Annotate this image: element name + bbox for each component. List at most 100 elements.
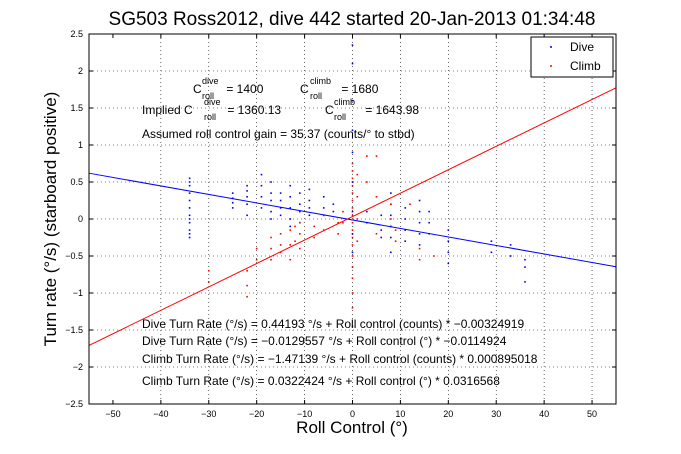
climb-point bbox=[375, 196, 378, 198]
grid-lines bbox=[89, 34, 616, 404]
climb-point bbox=[351, 177, 354, 180]
dive-point bbox=[270, 181, 272, 183]
legend-dive-marker bbox=[550, 46, 552, 48]
climb-point bbox=[418, 247, 421, 250]
implied-climb-value: = 1643.98 bbox=[362, 103, 419, 117]
dive-point bbox=[404, 240, 406, 242]
dive-point bbox=[322, 207, 325, 209]
dive-point bbox=[390, 251, 392, 254]
climb-point bbox=[351, 255, 354, 257]
climb-point bbox=[351, 292, 354, 294]
dive-point bbox=[188, 207, 191, 209]
climb-point bbox=[294, 240, 296, 242]
dive-point bbox=[308, 188, 311, 191]
dive-point bbox=[524, 266, 526, 268]
dive-point bbox=[279, 199, 282, 202]
dive-point bbox=[246, 203, 248, 205]
implied-climb-main: C bbox=[325, 103, 334, 117]
climb-point bbox=[366, 181, 368, 183]
climb-point bbox=[299, 247, 301, 250]
dive-point bbox=[322, 196, 325, 198]
climb-point bbox=[279, 244, 282, 246]
dive-point bbox=[351, 151, 354, 154]
fit-line-text-4: Climb Turn Rate (°/s) = 0.0322424 °/s + … bbox=[142, 374, 500, 388]
dive-point bbox=[351, 44, 354, 46]
dive-point bbox=[188, 233, 191, 235]
dive-point bbox=[380, 229, 383, 231]
dive-point bbox=[188, 214, 191, 217]
dive-point bbox=[188, 218, 191, 220]
dive-point bbox=[289, 196, 292, 198]
climb-point bbox=[351, 229, 354, 231]
climb-point bbox=[351, 221, 354, 224]
dive-point bbox=[188, 236, 191, 239]
dive-point bbox=[390, 214, 392, 217]
dive-point bbox=[332, 203, 335, 205]
climb-point bbox=[313, 236, 315, 239]
climb-point bbox=[351, 236, 354, 239]
x-tick-label: 30 bbox=[491, 409, 501, 419]
roll-coefficient-annotations: Cdive roll = 1400 Cclimb roll = 1680 Impli… bbox=[142, 76, 538, 388]
climb-point bbox=[351, 214, 354, 217]
dive-point bbox=[188, 177, 191, 180]
dive-point bbox=[418, 221, 421, 224]
dive-point bbox=[447, 262, 450, 265]
climb-point bbox=[356, 218, 359, 220]
dive-point bbox=[270, 192, 272, 194]
climb-point bbox=[270, 247, 272, 250]
dive-point bbox=[351, 233, 354, 235]
dive-point bbox=[351, 129, 354, 131]
dive-point bbox=[428, 221, 430, 224]
climb-point bbox=[409, 203, 411, 205]
climb-point bbox=[337, 221, 339, 224]
x-tick-label: −20 bbox=[249, 409, 264, 419]
dive-point bbox=[509, 244, 512, 246]
x-axis-label: Roll Control (°) bbox=[296, 418, 408, 437]
climb-point bbox=[255, 258, 258, 261]
legend: Dive Climb bbox=[530, 36, 614, 78]
legend-climb-label: Climb bbox=[570, 59, 601, 73]
dive-point bbox=[260, 173, 263, 176]
dive-point bbox=[289, 184, 292, 187]
y-axis-label: Turn rate (°/s) (starboard positive) bbox=[41, 92, 60, 347]
dive-point bbox=[279, 192, 282, 194]
fit-line-text-3: Climb Turn Rate (°/s) = −1.47139 °/s + R… bbox=[142, 352, 538, 366]
dive-fit-line bbox=[88, 172, 617, 268]
dive-point bbox=[308, 214, 311, 217]
climb-point bbox=[289, 229, 292, 231]
climb-point bbox=[313, 225, 315, 228]
dive-point bbox=[246, 196, 248, 198]
climb-point bbox=[375, 233, 378, 235]
climb-point bbox=[394, 240, 397, 242]
x-tick-label: 50 bbox=[587, 409, 597, 419]
dive-point bbox=[351, 99, 354, 102]
y-tick-label: 1.5 bbox=[70, 103, 83, 113]
climb-point bbox=[207, 270, 210, 272]
gain-annotation: Assumed roll control gain = 35.37 (count… bbox=[142, 127, 415, 141]
dive-point bbox=[509, 255, 512, 257]
c-dive-value: = 1400 bbox=[223, 82, 264, 96]
chart-title: SG503 Ross2012, dive 442 started 20-Jan-… bbox=[109, 9, 596, 30]
dive-point bbox=[418, 233, 421, 235]
data-points bbox=[188, 44, 526, 328]
fit-lines bbox=[88, 87, 617, 346]
dive-point bbox=[404, 218, 406, 220]
dive-point bbox=[231, 207, 234, 209]
x-tick-label: −50 bbox=[105, 409, 120, 419]
y-tick-label: 2.5 bbox=[70, 29, 83, 39]
climb-point bbox=[299, 233, 301, 235]
climb-point bbox=[375, 155, 378, 157]
y-tick-label: 0.5 bbox=[70, 177, 83, 187]
climb-point bbox=[342, 221, 344, 224]
dive-point bbox=[231, 192, 234, 194]
climb-point bbox=[246, 295, 248, 298]
climb-point bbox=[351, 325, 354, 328]
x-axis-ticks: −50 −40 −30 −20 −10 0 10 20 30 40 50 bbox=[105, 34, 597, 419]
dive-point bbox=[279, 207, 282, 209]
y-tick-label: −2.5 bbox=[65, 399, 83, 409]
dive-point bbox=[299, 210, 301, 213]
dive-point bbox=[260, 196, 263, 198]
implied-dive-value: = 1360.13 bbox=[224, 103, 281, 117]
c-dive-annotation: Cdive roll = 1400 bbox=[193, 76, 264, 101]
x-tick-label: 10 bbox=[395, 409, 405, 419]
